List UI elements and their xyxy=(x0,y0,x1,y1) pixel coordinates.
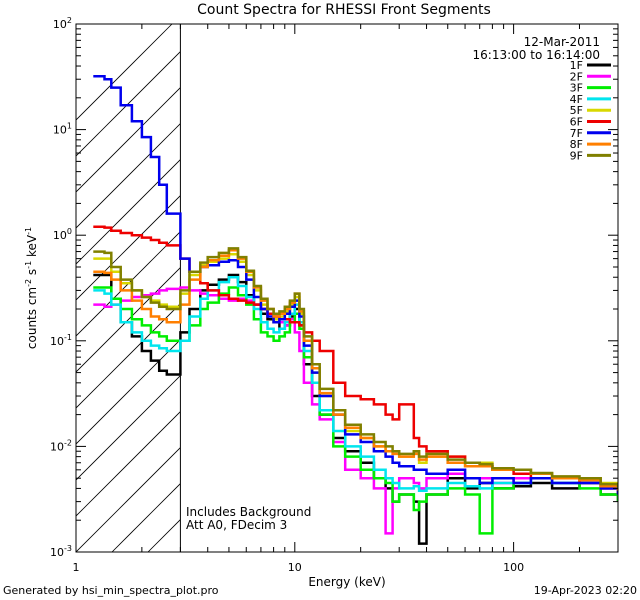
hatch-line xyxy=(76,411,181,517)
y-tick-labels: 10-3 10-2 10-1 100 101 102 xyxy=(50,16,72,559)
legend-label-2F: 2F xyxy=(570,70,583,83)
hatch-line xyxy=(76,231,181,337)
series-line-6F xyxy=(93,225,618,495)
y-tick-label-1e2: 102 xyxy=(53,16,72,31)
series-line-7F xyxy=(93,75,618,495)
series-line-9F xyxy=(93,247,618,489)
plot-frame xyxy=(75,23,619,553)
legend-label-8F: 8F xyxy=(570,138,583,151)
annotation-background: Includes Background xyxy=(186,505,311,519)
time-range-label: 16:13:00 to 16:14:00 xyxy=(473,48,600,62)
legend-label-5F: 5F xyxy=(570,104,583,117)
series-line-2F xyxy=(93,286,618,535)
series-line-3F xyxy=(93,286,618,535)
legend-label-9F: 9F xyxy=(570,149,583,162)
hatch-line xyxy=(616,24,640,552)
hatch-line xyxy=(76,159,181,265)
x-tick-labels: 1 10 100 xyxy=(73,561,525,574)
series-line-8F xyxy=(93,249,618,491)
hatch-line xyxy=(76,24,173,121)
x-tick-label-10: 10 xyxy=(288,561,302,574)
hatch-line xyxy=(147,519,181,552)
footer-timestamp: 19-Apr-2023 02:20 xyxy=(534,584,637,597)
legend-label-4F: 4F xyxy=(570,93,583,106)
x-axis-label: Energy (keV) xyxy=(308,575,385,589)
x-tick-label-100: 100 xyxy=(503,561,524,574)
y-tick-label-1e-2: 10-2 xyxy=(50,438,72,453)
y-axis-label: counts cm-2 s-1 keV-1 xyxy=(24,227,39,349)
x-tick-label-1: 1 xyxy=(73,561,80,574)
legend-label-3F: 3F xyxy=(570,82,583,95)
hatch-line xyxy=(76,195,181,301)
chart-title: Count Spectra for RHESSI Front Segments xyxy=(197,2,491,18)
y-tick-label-1e-3: 10-3 xyxy=(50,544,72,559)
hatch-line xyxy=(76,87,181,193)
hatch-line xyxy=(76,267,181,373)
legend-label-7F: 7F xyxy=(570,127,583,140)
series-line-4F xyxy=(93,275,618,495)
hatch-line xyxy=(76,51,181,157)
hatch-line xyxy=(544,24,640,552)
footer-generated-by: Generated by hsi_min_spectra_plot.pro xyxy=(3,584,219,597)
legend-label-1F: 1F xyxy=(570,59,583,72)
y-tick-label-1e0: 100 xyxy=(53,227,72,242)
annotation-attenuator: Att A0, FDecim 3 xyxy=(186,518,287,532)
axis-ticks xyxy=(75,23,619,553)
hatch-line xyxy=(111,483,181,552)
hatch-line xyxy=(76,339,181,445)
series-group xyxy=(93,75,618,545)
hatch-line xyxy=(76,375,181,481)
hatch-line xyxy=(472,24,640,552)
hatch-line xyxy=(580,24,640,552)
date-label: 12-Mar-2011 xyxy=(524,35,600,49)
legend-label-6F: 6F xyxy=(570,116,583,129)
hatch-line xyxy=(76,447,181,552)
y-tick-label-1e-1: 10-1 xyxy=(50,333,72,348)
y-tick-label-1e1: 101 xyxy=(53,122,72,137)
hatch-line xyxy=(364,24,640,552)
series-line-1F xyxy=(93,273,618,545)
